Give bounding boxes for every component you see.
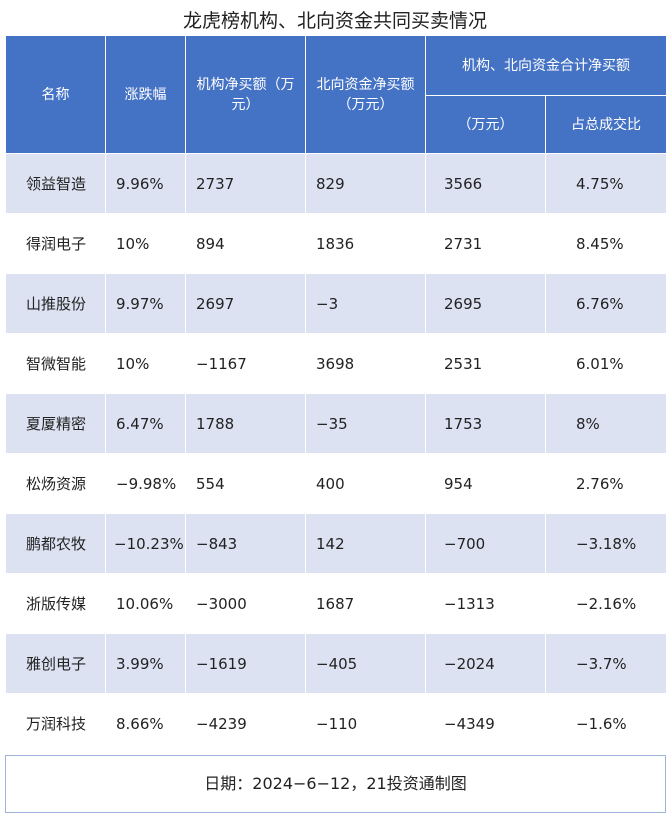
cell-inst-net: 894 [185, 213, 306, 274]
cell-share: 4.75% [545, 153, 667, 214]
cell-combined: 954 [425, 453, 546, 514]
cell-north-net: 1687 [305, 573, 426, 634]
table-row: 浙版传媒 10.06% −3000 1687 −1313 −2.16% [5, 573, 667, 634]
cell-combined: −700 [425, 513, 546, 574]
cell-inst-net: 2697 [185, 273, 306, 334]
cell-north-net: 829 [305, 153, 426, 214]
table-row: 夏厦精密 6.47% 1788 −35 1753 8% [5, 393, 667, 454]
cell-name: 鹏都农牧 [5, 513, 106, 574]
header-inst-net: 机构净买额（万元） [185, 35, 306, 154]
table-row: 万润科技 8.66% −4239 −110 −4349 −1.6% [5, 693, 667, 754]
table-title: 龙虎榜机构、北向资金共同买卖情况 [182, 10, 487, 32]
cell-share: 2.76% [545, 453, 667, 514]
cell-change: 10.06% [105, 573, 186, 634]
footer-source: 日期：2024−6−12，21投资通制图 [5, 755, 666, 813]
cell-name: 智微智能 [5, 333, 106, 394]
cell-change: 10% [105, 213, 186, 274]
cell-north-net: 400 [305, 453, 426, 514]
cell-change: 9.97% [105, 273, 186, 334]
cell-inst-net: 2737 [185, 153, 306, 214]
cell-inst-net: −1619 [185, 633, 306, 694]
cell-inst-net: 554 [185, 453, 306, 514]
cell-change: 3.99% [105, 633, 186, 694]
cell-combined: 3566 [425, 153, 546, 214]
cell-north-net: −110 [305, 693, 426, 754]
header-north-net: 北向资金净买额（万元） [305, 35, 426, 154]
cell-name: 夏厦精密 [5, 393, 106, 454]
cell-north-net: 1836 [305, 213, 426, 274]
cell-name: 领益智造 [5, 153, 106, 214]
cell-share: −2.16% [545, 573, 667, 634]
cell-inst-net: 1788 [185, 393, 306, 454]
table-row: 鹏都农牧 −10.23% −843 142 −700 −3.18% [5, 513, 667, 574]
cell-inst-net: −843 [185, 513, 306, 574]
cell-north-net: −3 [305, 273, 426, 334]
cell-combined: −1313 [425, 573, 546, 634]
table-row: 山推股份 9.97% 2697 −3 2695 6.76% [5, 273, 667, 334]
cell-change: 6.47% [105, 393, 186, 454]
cell-share: −3.18% [545, 513, 667, 574]
header-combined-amount: （万元） [425, 95, 546, 154]
data-table: 名称 涨跌幅 机构净买额（万元） 北向资金净买额（万元） 机构、北向资金合计净买… [5, 35, 667, 754]
cell-name: 得润电子 [5, 213, 106, 274]
cell-north-net: 142 [305, 513, 426, 574]
table-row: 得润电子 10% 894 1836 2731 8.45% [5, 213, 667, 274]
header-combined-share: 占总成交比 [545, 95, 667, 154]
table-row: 智微智能 10% −1167 3698 2531 6.01% [5, 333, 667, 394]
cell-change: −10.23% [105, 513, 186, 574]
cell-north-net: −35 [305, 393, 426, 454]
header-combined-group: 机构、北向资金合计净买额 [425, 35, 667, 96]
cell-combined: −4349 [425, 693, 546, 754]
cell-combined: 2695 [425, 273, 546, 334]
cell-inst-net: −3000 [185, 573, 306, 634]
cell-change: 8.66% [105, 693, 186, 754]
cell-name: 万润科技 [5, 693, 106, 754]
cell-name: 浙版传媒 [5, 573, 106, 634]
cell-north-net: −405 [305, 633, 426, 694]
cell-change: 9.96% [105, 153, 186, 214]
header-name: 名称 [5, 35, 106, 154]
cell-combined: 2531 [425, 333, 546, 394]
table-row: 松炀资源 −9.98% 554 400 954 2.76% [5, 453, 667, 514]
cell-share: 8% [545, 393, 667, 454]
cell-share: 6.01% [545, 333, 667, 394]
cell-share: 6.76% [545, 273, 667, 334]
cell-name: 松炀资源 [5, 453, 106, 514]
cell-name: 雅创电子 [5, 633, 106, 694]
cell-share: 8.45% [545, 213, 667, 274]
cell-inst-net: −1167 [185, 333, 306, 394]
cell-change: −9.98% [105, 453, 186, 514]
cell-inst-net: −4239 [185, 693, 306, 754]
cell-name: 山推股份 [5, 273, 106, 334]
table-row: 领益智造 9.96% 2737 829 3566 4.75% [5, 153, 667, 214]
cell-combined: −2024 [425, 633, 546, 694]
cell-share: −1.6% [545, 693, 667, 754]
cell-north-net: 3698 [305, 333, 426, 394]
cell-combined: 1753 [425, 393, 546, 454]
cell-change: 10% [105, 333, 186, 394]
header-change: 涨跌幅 [105, 35, 186, 154]
table-row: 雅创电子 3.99% −1619 −405 −2024 −3.7% [5, 633, 667, 694]
cell-combined: 2731 [425, 213, 546, 274]
cell-share: −3.7% [545, 633, 667, 694]
